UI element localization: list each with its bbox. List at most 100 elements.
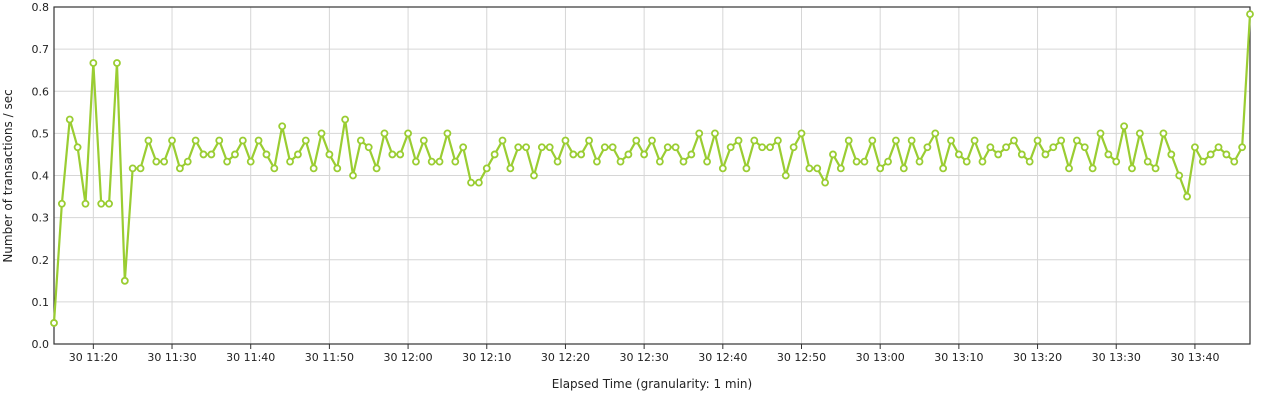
data-point[interactable] <box>1175 171 1184 180</box>
data-point[interactable] <box>789 143 798 152</box>
data-point[interactable] <box>931 129 940 138</box>
data-point[interactable] <box>514 143 523 152</box>
data-point[interactable] <box>144 136 153 145</box>
data-point[interactable] <box>341 115 350 124</box>
data-point[interactable] <box>73 143 82 152</box>
data-point[interactable] <box>168 136 176 145</box>
data-point[interactable] <box>120 276 129 285</box>
data-point[interactable] <box>624 150 633 159</box>
data-point[interactable] <box>813 164 822 173</box>
data-point[interactable] <box>703 157 711 166</box>
data-point[interactable] <box>160 157 169 166</box>
data-point[interactable] <box>286 157 294 166</box>
data-point[interactable] <box>1198 157 1207 166</box>
data-point[interactable] <box>1049 143 1058 152</box>
data-point[interactable] <box>372 164 381 173</box>
data-point[interactable] <box>915 157 924 166</box>
data-point[interactable] <box>655 157 664 166</box>
data-point[interactable] <box>868 136 877 145</box>
data-point[interactable] <box>593 157 601 166</box>
data-point[interactable] <box>396 150 405 159</box>
data-point[interactable] <box>600 143 609 152</box>
data-point[interactable] <box>97 199 106 208</box>
data-point[interactable] <box>553 157 562 166</box>
data-point[interactable] <box>632 136 641 145</box>
data-point[interactable] <box>65 115 74 124</box>
data-point[interactable] <box>970 136 979 145</box>
data-point[interactable] <box>1057 136 1066 145</box>
data-point[interactable] <box>836 164 845 173</box>
data-point[interactable] <box>742 164 751 173</box>
data-point[interactable] <box>978 157 987 166</box>
data-point[interactable] <box>1206 150 1215 159</box>
data-point[interactable] <box>349 171 357 180</box>
data-point[interactable] <box>766 143 774 152</box>
data-point[interactable] <box>860 157 869 166</box>
data-point[interactable] <box>561 136 570 145</box>
data-point[interactable] <box>537 143 546 152</box>
data-point[interactable] <box>1017 150 1026 159</box>
data-point[interactable] <box>569 150 578 159</box>
data-point[interactable] <box>380 129 389 138</box>
data-point[interactable] <box>199 150 208 159</box>
data-point[interactable] <box>482 164 491 173</box>
data-point[interactable] <box>1033 136 1042 145</box>
data-point[interactable] <box>1120 122 1129 131</box>
data-point[interactable] <box>89 59 98 67</box>
data-point[interactable] <box>522 143 531 152</box>
data-point[interactable] <box>986 143 995 152</box>
data-point[interactable] <box>734 136 743 145</box>
data-point[interactable] <box>1096 129 1105 138</box>
data-point[interactable] <box>419 136 428 145</box>
data-point[interactable] <box>1088 164 1097 173</box>
data-point[interactable] <box>530 171 538 180</box>
data-point[interactable] <box>994 150 1003 159</box>
data-point[interactable] <box>364 143 373 152</box>
data-point[interactable] <box>852 157 861 166</box>
data-point[interactable] <box>962 157 971 166</box>
data-point[interactable] <box>183 157 192 166</box>
data-point[interactable] <box>136 164 145 173</box>
data-point[interactable] <box>954 150 963 159</box>
data-point[interactable] <box>427 157 436 166</box>
data-point[interactable] <box>1191 143 1199 152</box>
data-point[interactable] <box>758 143 767 152</box>
data-point[interactable] <box>1041 150 1050 159</box>
data-point[interactable] <box>254 136 263 145</box>
data-point[interactable] <box>1080 143 1089 152</box>
data-point[interactable] <box>474 178 483 187</box>
data-point[interactable] <box>939 164 948 173</box>
data-point[interactable] <box>152 157 161 166</box>
data-point[interactable] <box>1128 164 1136 173</box>
data-point[interactable] <box>215 136 224 145</box>
data-point[interactable] <box>892 136 900 145</box>
data-point[interactable] <box>687 150 696 159</box>
data-point[interactable] <box>467 178 475 187</box>
data-point[interactable] <box>1183 192 1191 201</box>
data-point[interactable] <box>246 157 255 166</box>
data-point[interactable] <box>1143 157 1152 166</box>
data-point[interactable] <box>262 150 271 159</box>
data-point[interactable] <box>1065 164 1073 173</box>
data-point[interactable] <box>844 136 853 145</box>
data-point[interactable] <box>608 143 617 152</box>
data-point[interactable] <box>545 143 554 152</box>
data-point[interactable] <box>356 136 365 145</box>
data-point[interactable] <box>325 150 334 159</box>
data-point[interactable] <box>301 136 310 145</box>
data-point[interactable] <box>317 129 326 138</box>
data-point[interactable] <box>498 136 507 145</box>
data-point[interactable] <box>1104 150 1113 159</box>
data-point[interactable] <box>270 164 279 173</box>
data-point[interactable] <box>388 150 397 159</box>
data-point[interactable] <box>876 164 885 173</box>
data-point[interactable] <box>459 143 468 152</box>
data-point[interactable] <box>404 129 412 138</box>
data-point[interactable] <box>1214 143 1223 152</box>
data-point[interactable] <box>128 164 137 173</box>
data-point[interactable] <box>907 136 916 145</box>
data-point[interactable] <box>1159 129 1168 138</box>
data-point[interactable] <box>278 122 287 131</box>
data-point[interactable] <box>333 164 342 173</box>
data-point[interactable] <box>805 164 814 173</box>
